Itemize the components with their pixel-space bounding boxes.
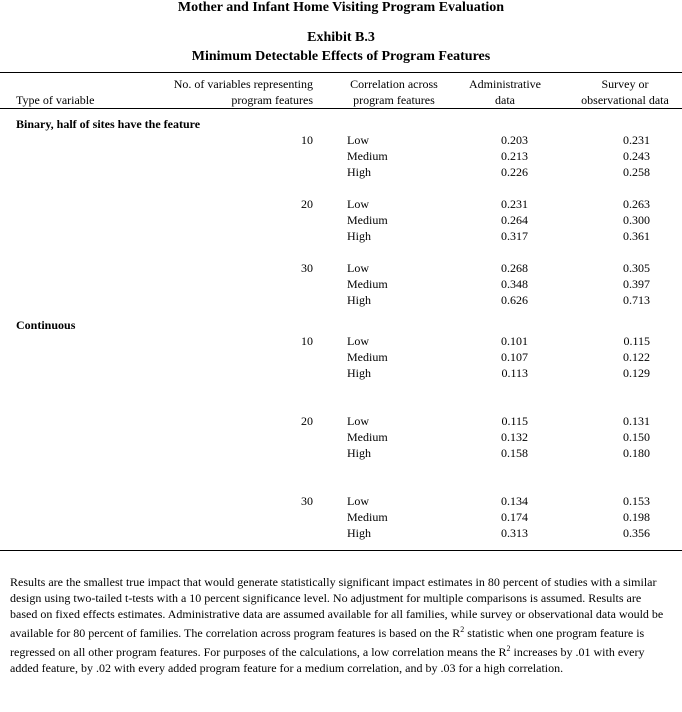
survey-data-value: 0.243 <box>623 149 650 163</box>
col-header-num-2: program features <box>231 93 313 107</box>
survey-data-value: 0.231 <box>623 133 650 147</box>
survey-data-value: 0.361 <box>623 229 650 243</box>
correlation-level: Low <box>347 197 369 211</box>
num-variables: 10 <box>301 334 313 348</box>
num-variables: 20 <box>301 414 313 428</box>
col-header-num-1: No. of variables representing <box>173 77 313 91</box>
admin-data-value: 0.231 <box>501 197 528 211</box>
col-header-admin-2: data <box>495 93 515 107</box>
correlation-level: Medium <box>347 510 388 524</box>
footnote-text-3: increases by .01 with every added featur… <box>10 645 645 675</box>
col-header-survey-1: Survey or <box>601 77 649 91</box>
admin-data-value: 0.203 <box>501 133 528 147</box>
correlation-level: Low <box>347 334 369 348</box>
header-top-rule <box>0 72 682 73</box>
survey-data-value: 0.397 <box>623 277 650 291</box>
col-header-corr-1: Correlation across <box>350 77 438 91</box>
survey-data-value: 0.198 <box>623 510 650 524</box>
correlation-level: High <box>347 293 371 307</box>
survey-data-value: 0.713 <box>623 293 650 307</box>
admin-data-value: 0.348 <box>501 277 528 291</box>
correlation-level: High <box>347 366 371 380</box>
footnote: Results are the smallest true impact tha… <box>10 574 670 676</box>
correlation-level: Medium <box>347 350 388 364</box>
admin-data-value: 0.115 <box>501 414 528 428</box>
col-header-corr-2: program features <box>353 93 435 107</box>
survey-data-value: 0.150 <box>623 430 650 444</box>
survey-data-value: 0.258 <box>623 165 650 179</box>
footnote-superscript: 2 <box>506 644 511 653</box>
survey-data-value: 0.122 <box>623 350 650 364</box>
footnote-superscript: 2 <box>460 625 465 634</box>
survey-data-value: 0.129 <box>623 366 650 380</box>
admin-data-value: 0.317 <box>501 229 528 243</box>
admin-data-value: 0.134 <box>501 494 528 508</box>
survey-data-value: 0.356 <box>623 526 650 540</box>
admin-data-value: 0.268 <box>501 261 528 275</box>
table-bottom-rule <box>0 550 682 551</box>
col-header-survey-2: observational data <box>581 93 669 107</box>
admin-data-value: 0.226 <box>501 165 528 179</box>
correlation-level: High <box>347 165 371 179</box>
survey-data-value: 0.305 <box>623 261 650 275</box>
correlation-level: Low <box>347 133 369 147</box>
header-bottom-rule <box>0 108 682 109</box>
num-variables: 30 <box>301 494 313 508</box>
admin-data-value: 0.213 <box>501 149 528 163</box>
correlation-level: High <box>347 229 371 243</box>
survey-data-value: 0.131 <box>623 414 650 428</box>
correlation-level: High <box>347 526 371 540</box>
admin-data-value: 0.174 <box>501 510 528 524</box>
footnote-text-2: statistic when one program feature is re… <box>10 626 645 659</box>
admin-data-value: 0.132 <box>501 430 528 444</box>
survey-data-value: 0.180 <box>623 446 650 460</box>
correlation-level: Low <box>347 414 369 428</box>
col-header-admin-1: Administrative <box>469 77 541 91</box>
correlation-level: Medium <box>347 430 388 444</box>
correlation-level: High <box>347 446 371 460</box>
admin-data-value: 0.101 <box>501 334 528 348</box>
num-variables: 30 <box>301 261 313 275</box>
report-title: Mother and Infant Home Visiting Program … <box>177 0 505 15</box>
admin-data-value: 0.264 <box>501 213 528 227</box>
admin-data-value: 0.107 <box>501 350 528 364</box>
admin-data-value: 0.113 <box>501 366 528 380</box>
correlation-level: Medium <box>347 149 388 163</box>
correlation-level: Low <box>347 261 369 275</box>
survey-data-value: 0.300 <box>623 213 650 227</box>
section-label: Continuous <box>16 318 76 332</box>
survey-data-value: 0.115 <box>623 334 650 348</box>
num-variables: 20 <box>301 197 313 211</box>
correlation-level: Medium <box>347 277 388 291</box>
exhibit-subtitle: Minimum Detectable Effects of Program Fe… <box>191 49 491 64</box>
survey-data-value: 0.153 <box>623 494 650 508</box>
correlation-level: Low <box>347 494 369 508</box>
footnote-text-1: Results are the smallest true impact tha… <box>10 575 664 640</box>
admin-data-value: 0.158 <box>501 446 528 460</box>
num-variables: 10 <box>301 133 313 147</box>
col-header-type: Type of variable <box>16 93 95 107</box>
admin-data-value: 0.626 <box>501 293 528 307</box>
exhibit-number: Exhibit B.3 <box>307 30 375 45</box>
admin-data-value: 0.313 <box>501 526 528 540</box>
survey-data-value: 0.263 <box>623 197 650 211</box>
section-label: Binary, half of sites have the feature <box>16 117 201 131</box>
correlation-level: Medium <box>347 213 388 227</box>
